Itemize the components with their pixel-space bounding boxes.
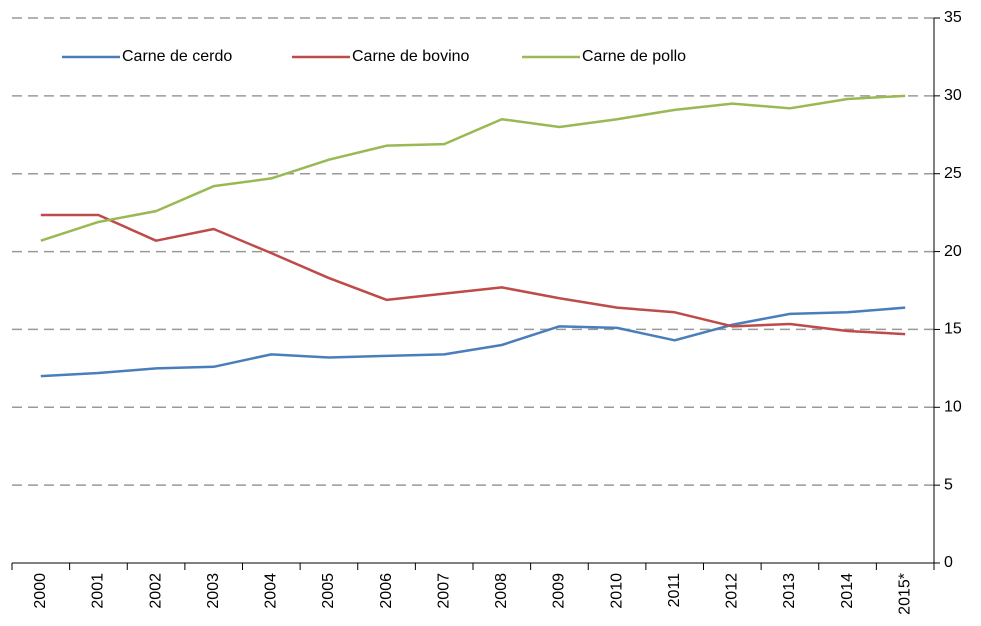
- x-tick-label: 2003: [205, 573, 222, 609]
- x-tick-label: 2011: [666, 573, 683, 608]
- y-tick-label: 15: [944, 321, 962, 338]
- x-tick-label: 2000: [32, 573, 49, 609]
- legend-label: Carne de pollo: [582, 48, 686, 65]
- x-tick-label: 2001: [90, 573, 107, 609]
- x-tick-label: 2004: [263, 573, 280, 609]
- line-series: [40, 213, 906, 336]
- x-tick-label: 2010: [608, 573, 625, 609]
- x-tick-label: 2002: [147, 573, 164, 609]
- y-tick-label: 35: [944, 9, 962, 26]
- x-tick-label: 2005: [320, 573, 337, 609]
- x-tick-label: 2015*: [896, 573, 913, 615]
- x-tick-label: 2008: [493, 573, 510, 609]
- y-tick-label: 0: [944, 554, 953, 571]
- y-tick-label: 10: [944, 399, 962, 416]
- legend-label: Carne de cerdo: [122, 48, 232, 65]
- x-tick-label: 2013: [781, 573, 798, 609]
- line-series: [40, 94, 906, 242]
- y-tick-label: 20: [944, 243, 962, 260]
- legend-label: Carne de bovino: [352, 48, 470, 65]
- y-tick-label: 5: [944, 476, 953, 493]
- y-tick-label: 25: [944, 165, 962, 182]
- x-tick-label: 2007: [435, 573, 452, 609]
- line-series: [40, 306, 906, 378]
- y-tick-label: 30: [944, 87, 962, 104]
- x-tick-label: 2006: [378, 573, 395, 609]
- x-tick-label: 2014: [839, 573, 856, 609]
- x-tick-label: 2009: [551, 573, 568, 609]
- x-tick-label: 2012: [724, 573, 741, 609]
